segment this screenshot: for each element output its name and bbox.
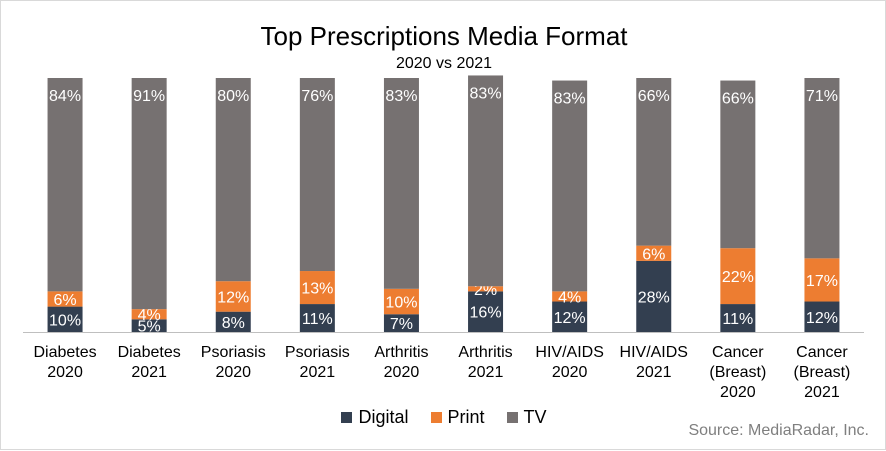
bar-digital-4 [383, 314, 419, 332]
legend-label-tv: TV [523, 407, 547, 427]
data-label-digital-4: 7% [390, 316, 413, 333]
bar-tv-7 [636, 78, 672, 246]
source-note: Source: MediaRadar, Inc. [688, 422, 869, 439]
category-label-8-line-2: 2020 [720, 384, 756, 401]
data-label-tv-1: 91% [133, 88, 165, 105]
data-label-digital-0: 10% [49, 312, 81, 329]
category-label-3-line-1: 2021 [300, 364, 336, 381]
bar-tv-4 [383, 78, 419, 289]
category-label-2-line-1: 2020 [215, 364, 251, 381]
bar-tv-0 [47, 78, 83, 292]
legend-label-digital: Digital [358, 407, 409, 427]
bar-digital-0 [47, 306, 83, 332]
category-label-8-line-0: Cancer [712, 344, 764, 361]
category-label-3-line-0: Psoriasis [285, 344, 350, 361]
category-label-7-line-1: 2021 [636, 364, 672, 381]
category-label-7-line-0: HIV/AIDS [620, 344, 688, 361]
data-label-tv-9: 71% [806, 88, 838, 105]
bar-tv-6 [552, 80, 588, 292]
data-label-print-8: 22% [722, 269, 754, 286]
chart-subtitle: 2020 vs 2021 [395, 55, 493, 72]
bar-print-6 [552, 291, 588, 302]
bar-digital-1 [131, 319, 167, 332]
category-label-9-line-0: Cancer [796, 344, 848, 361]
data-label-tv-7: 66% [638, 88, 670, 105]
data-label-tv-3: 76% [301, 88, 333, 105]
category-label-0-line-0: Diabetes [33, 344, 96, 361]
legend-swatch-tv [506, 412, 518, 423]
category-label-0-line-1: 2020 [47, 364, 83, 381]
data-label-tv-4: 83% [385, 88, 417, 105]
legend-swatch-digital [341, 412, 353, 423]
category-label-1-line-1: 2021 [131, 364, 167, 381]
bar-tv-3 [299, 78, 335, 272]
data-label-digital-5: 16% [470, 305, 502, 322]
bar-tv-9 [804, 78, 840, 259]
data-label-digital-6: 12% [554, 310, 586, 327]
data-label-tv-6: 83% [554, 91, 586, 108]
bar-tv-8 [720, 80, 756, 249]
data-label-digital-2: 8% [222, 315, 245, 332]
bar-digital-8 [720, 304, 756, 332]
category-label-2-line-0: Psoriasis [201, 344, 266, 361]
category-label-6-line-1: 2020 [552, 364, 588, 381]
data-label-tv-2: 80% [217, 88, 249, 105]
category-label-6-line-0: HIV/AIDS [535, 344, 603, 361]
bar-digital-7 [636, 260, 672, 332]
category-label-5-line-0: Arthritis [458, 344, 512, 361]
data-label-digital-1: 5% [138, 319, 161, 336]
bar-digital-5 [468, 291, 504, 332]
legend-label-print: Print [447, 407, 485, 427]
data-label-digital-8: 11% [722, 311, 753, 328]
legend-swatch-print [430, 412, 442, 423]
bar-print-4 [383, 288, 419, 315]
bar-print-7 [636, 245, 672, 261]
bar-print-8 [720, 248, 756, 305]
data-label-print-4: 10% [385, 295, 417, 312]
data-label-print-7: 6% [642, 246, 665, 263]
data-label-tv-0: 84% [49, 88, 81, 105]
bar-tv-5 [468, 75, 504, 287]
data-label-digital-7: 28% [638, 289, 670, 306]
data-label-digital-3: 11% [302, 311, 333, 328]
data-label-print-3: 13% [301, 281, 333, 298]
data-label-print-0: 6% [53, 292, 76, 309]
category-label-5-line-1: 2021 [468, 364, 504, 381]
legend: Digital Print TV [1, 407, 886, 428]
data-label-print-2: 12% [217, 289, 249, 306]
category-label-1-line-0: Diabetes [118, 344, 181, 361]
bar-print-9 [804, 258, 840, 302]
bar-tv-2 [215, 78, 251, 282]
category-label-4-line-1: 2020 [384, 364, 420, 381]
legend-item-print: Print [430, 407, 485, 428]
data-label-print-9: 17% [806, 273, 838, 290]
category-label-9-line-1: (Breast) [793, 364, 850, 381]
chart-title: Top Prescriptions Media Format [260, 21, 628, 51]
bar-print-2 [215, 281, 251, 312]
bar-digital-3 [299, 304, 335, 332]
bar-digital-2 [215, 311, 251, 332]
category-label-4-line-0: Arthritis [374, 344, 428, 361]
data-label-print-6: 4% [558, 289, 581, 306]
legend-item-digital: Digital [341, 407, 409, 428]
bar-print-0 [47, 291, 83, 307]
bar-tv-1 [131, 78, 167, 310]
category-label-9-line-2: 2021 [804, 384, 840, 401]
data-label-tv-8: 66% [722, 91, 754, 108]
category-label-8-line-1: (Breast) [709, 364, 766, 381]
data-label-digital-9: 12% [806, 310, 838, 327]
bar-digital-9 [804, 301, 840, 332]
bar-print-5 [468, 286, 504, 292]
legend-item-tv: TV [506, 407, 547, 428]
data-label-print-1: 4% [138, 307, 161, 324]
bar-print-3 [299, 271, 335, 305]
bar-digital-6 [552, 301, 588, 332]
bar-print-1 [131, 309, 167, 320]
data-label-tv-5: 83% [470, 85, 502, 102]
